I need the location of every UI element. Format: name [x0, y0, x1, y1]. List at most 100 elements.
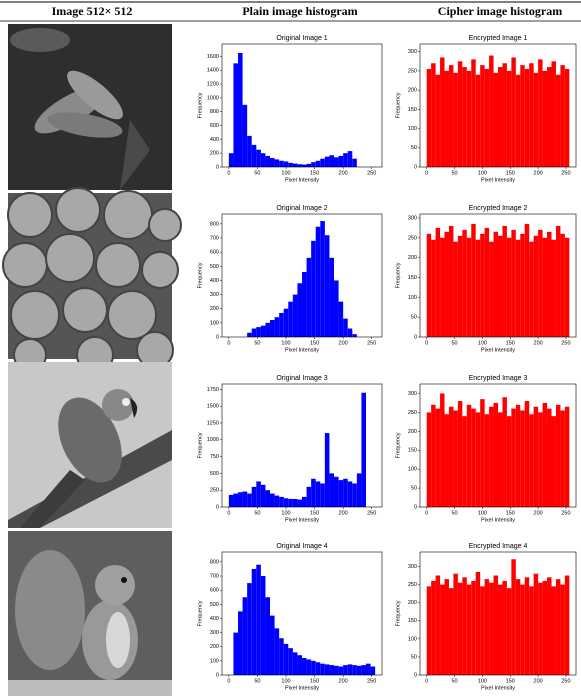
y-tick-label: 250 [408, 582, 417, 588]
y-tick-label: 250 [210, 488, 219, 494]
x-tick-label: 200 [534, 678, 543, 684]
y-tick-label: 0 [414, 164, 417, 170]
x-axis-label: Pixel Intensity [481, 685, 515, 691]
histogram-bar [485, 228, 489, 337]
histogram-bar [293, 499, 298, 507]
x-tick-label: 250 [561, 678, 570, 684]
histogram-bar [453, 73, 457, 167]
histogram-bar [352, 334, 357, 337]
x-tick-label: 0 [425, 170, 428, 176]
histogram-bar [316, 662, 321, 675]
y-axis-label: Frequency [197, 262, 203, 288]
histogram-bar [320, 221, 325, 337]
histogram-bar [229, 153, 234, 167]
histogram-bar [320, 483, 325, 507]
histogram-bar [436, 75, 440, 167]
histogram-bar [449, 226, 453, 337]
histogram-bar [458, 583, 462, 675]
y-axis-label: Frequency [197, 92, 203, 118]
histogram-bar [551, 416, 555, 507]
x-tick-label: 200 [534, 510, 543, 516]
column-header: Plain image histogram [242, 4, 357, 18]
histogram-bar [238, 611, 243, 675]
histogram-bar [325, 235, 330, 337]
column-header: Cipher image histogram [438, 4, 562, 18]
y-tick-label: 200 [210, 151, 219, 157]
histogram-bar [507, 416, 511, 507]
histogram-bar [489, 56, 493, 167]
histogram-bar [247, 136, 252, 167]
histogram-bar [445, 414, 449, 507]
histogram-bar [265, 597, 270, 675]
y-tick-label: 200 [408, 255, 417, 261]
histogram-bar [511, 559, 515, 675]
histogram-bar [551, 240, 555, 337]
histogram-bar [471, 409, 475, 507]
y-tick-label: 400 [210, 616, 219, 622]
histogram-bar [307, 258, 312, 337]
histogram-bar [247, 583, 252, 675]
histogram-bar [427, 69, 431, 167]
y-tick-label: 1400 [207, 68, 219, 74]
histogram-bar [279, 638, 284, 675]
y-axis-label: Frequency [197, 432, 203, 458]
y-axis-label: Frequency [197, 600, 203, 626]
histogram-bar [302, 658, 307, 675]
y-tick-label: 0 [216, 164, 219, 170]
histogram-bar [284, 309, 289, 337]
histogram-bar [334, 280, 339, 337]
y-tick-label: 100 [210, 320, 219, 326]
histogram-bar [261, 576, 266, 675]
histogram-bar [275, 496, 280, 507]
histogram-bar [525, 577, 529, 675]
histogram-bar [311, 479, 316, 507]
histogram-bar [427, 586, 431, 675]
histogram-bar [471, 224, 475, 337]
histogram-bar [516, 75, 520, 167]
histogram-bar [252, 329, 257, 337]
histogram-bar [534, 407, 538, 507]
histogram-bar [348, 329, 353, 337]
histogram-bar [352, 159, 357, 167]
histogram-bar [307, 659, 312, 675]
histogram-bar [476, 240, 480, 337]
histogram-bar [243, 492, 248, 507]
histogram-bar [476, 75, 480, 167]
histogram-bar [498, 67, 502, 167]
histogram-bar [453, 242, 457, 337]
histogram-bar [302, 165, 307, 167]
histogram-bar [293, 164, 298, 167]
histogram-bar [440, 57, 444, 167]
histogram-bar [343, 665, 348, 675]
y-tick-label: 300 [210, 630, 219, 636]
histogram-bar [334, 157, 339, 167]
histogram-bar [238, 53, 243, 167]
histogram-bar [431, 240, 435, 337]
y-tick-label: 100 [210, 658, 219, 664]
y-tick-label: 200 [408, 600, 417, 606]
histogram-bar [462, 416, 466, 507]
histogram-bar [467, 405, 471, 507]
histogram-bar [449, 588, 453, 675]
histogram-bar [511, 230, 515, 337]
histogram-bar [525, 224, 529, 337]
histogram-bar [534, 73, 538, 167]
histogram-bar [494, 576, 498, 675]
y-tick-label: 250 [408, 68, 417, 74]
histogram-bar [252, 569, 257, 675]
histogram-bar [440, 238, 444, 337]
histogram-bar [302, 497, 307, 507]
y-tick-label: 1250 [207, 420, 219, 426]
x-tick-label: 0 [227, 510, 230, 516]
histogram-bar [565, 238, 569, 337]
y-tick-label: 300 [210, 292, 219, 298]
x-tick-label: 250 [561, 170, 570, 176]
y-tick-label: 400 [210, 278, 219, 284]
histogram-bar [556, 75, 560, 167]
histogram-bar [357, 666, 362, 675]
y-tick-label: 750 [210, 454, 219, 460]
y-tick-label: 0 [216, 672, 219, 678]
histogram-bar [265, 156, 270, 167]
histogram-bar [265, 490, 270, 507]
x-tick-label: 50 [451, 678, 457, 684]
